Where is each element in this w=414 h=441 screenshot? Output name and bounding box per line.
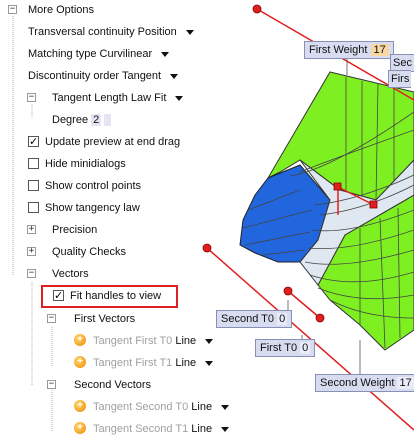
degree-field-fill[interactable] (104, 114, 112, 126)
tangent-second-t0-label: Tangent Second T0 (93, 401, 189, 413)
tree-matching-type[interactable]: Matching type Curvilinear (28, 44, 170, 64)
tangent-length-law-value[interactable]: Fit (154, 92, 167, 104)
second-vectors-label: Second Vectors (74, 379, 152, 391)
show-tangency-law-checkbox[interactable]: Show tangency law (28, 198, 140, 218)
handle-points[interactable] (202, 4, 378, 323)
degree-value[interactable]: 2 (91, 114, 102, 126)
discontinuity-order-value[interactable]: Tangent (121, 70, 162, 82)
blue-surface (239, 164, 331, 263)
fit-handles-label: Fit handles to view (70, 290, 162, 302)
green-surface-bottom (317, 194, 414, 351)
tangent-first-t0-label: Tangent First T0 (93, 335, 173, 347)
fit-handles-checkbox[interactable]: Fit handles to view (53, 286, 161, 306)
chevron-down-icon[interactable] (221, 426, 230, 432)
tangent-second-t0-value[interactable]: Line (191, 401, 213, 413)
clipped-tag-1: Sec (390, 54, 414, 72)
tree-precision[interactable]: Precision (52, 220, 97, 240)
tangent-first-t1-label: Tangent First T1 (93, 357, 173, 369)
precision-label: Precision (52, 224, 98, 236)
expander-quality-checks[interactable]: + (27, 246, 36, 256)
transversal-label: Transversal continuity (28, 26, 135, 38)
plus-circle-icon[interactable]: + (74, 356, 86, 369)
quality-checks-label: Quality Checks (52, 246, 126, 258)
surface-mesh (242, 77, 414, 349)
checkbox-icon[interactable] (28, 179, 39, 191)
tree-tangent-first-t0[interactable]: + Tangent First T0 Line (74, 331, 214, 351)
tree-tangent-second-t0[interactable]: + Tangent Second T0 Line (74, 397, 230, 417)
tree-second-vectors[interactable]: Second Vectors (74, 375, 151, 395)
chevron-down-icon[interactable] (161, 51, 170, 57)
second-t0-tag[interactable]: Second T0 0 (216, 310, 293, 328)
tangent-second-t1-label: Tangent Second T1 (93, 423, 189, 435)
expander-second-vectors[interactable]: − (47, 379, 56, 389)
tree-transversal-continuity[interactable]: Transversal continuity Position (28, 22, 194, 42)
transversal-value[interactable]: Position (137, 26, 177, 38)
tree-tangent-first-t1[interactable]: + Tangent First T1 Line (74, 353, 214, 373)
expander-tangent-length-law[interactable]: − (27, 92, 36, 102)
expander-first-vectors[interactable]: − (47, 313, 56, 323)
checkbox-checked-icon[interactable] (28, 132, 39, 152)
tree-tangent-second-t1[interactable]: + Tangent Second T1 Line (74, 419, 230, 439)
plus-circle-icon[interactable]: + (74, 422, 86, 435)
chevron-down-icon[interactable] (205, 360, 214, 366)
tangent-first-t0-value[interactable]: Line (175, 335, 197, 347)
checkbox-icon[interactable] (28, 201, 39, 213)
hide-minidialogs-label: Hide minidialogs (45, 158, 126, 170)
show-control-points-checkbox[interactable]: Show control points (28, 176, 141, 196)
tangent-first-t1-value[interactable]: Line (175, 357, 197, 369)
tree-discontinuity-order[interactable]: Discontinuity order Tangent (28, 66, 179, 86)
tree-first-vectors[interactable]: First Vectors (74, 309, 135, 329)
checkbox-icon[interactable] (28, 157, 39, 169)
matching-type-value[interactable]: Curvilinear (99, 48, 153, 60)
tree-more-options[interactable]: More Options (28, 0, 94, 20)
update-preview-label: Update preview at end drag (45, 136, 181, 148)
first-weight-label: First Weight (309, 44, 368, 56)
tree-tangent-length-law[interactable]: Tangent Length Law Fit (52, 88, 184, 108)
plus-circle-icon[interactable]: + (74, 334, 86, 347)
plus-circle-icon[interactable]: + (74, 400, 86, 413)
tree-guides (12, 16, 53, 432)
clipped-tag-2: Firs (388, 70, 412, 88)
checkbox-checked-icon[interactable] (53, 286, 64, 306)
hide-minidialogs-checkbox[interactable]: Hide minidialogs (28, 154, 126, 174)
expander-precision[interactable]: + (27, 224, 36, 234)
tree-vectors[interactable]: Vectors (52, 264, 89, 284)
tree-quality-checks[interactable]: Quality Checks (52, 242, 126, 262)
update-preview-checkbox[interactable]: Update preview at end drag (28, 132, 180, 152)
chevron-down-icon[interactable] (185, 29, 194, 35)
degree-label: Degree (52, 114, 89, 126)
first-weight-value[interactable]: 17 (370, 44, 389, 56)
tangent-second-t1-value[interactable]: Line (191, 423, 213, 435)
discontinuity-order-label: Discontinuity order (28, 70, 120, 82)
first-vectors-label: First Vectors (74, 313, 136, 325)
second-t0-label: Second T0 (221, 313, 275, 325)
matching-type-label: Matching type (28, 48, 97, 60)
first-t0-tag[interactable]: First T0 0 (255, 339, 316, 357)
show-control-points-label: Show control points (45, 180, 141, 192)
blend-surface (299, 159, 414, 286)
clipped-label-1: Sec (393, 57, 412, 69)
highlight-box (41, 285, 178, 308)
show-tangency-law-label: Show tangency law (45, 202, 140, 214)
chevron-down-icon[interactable] (175, 95, 184, 101)
first-weight-tag[interactable]: First Weight 17 (304, 41, 394, 59)
second-weight-label: Second Weight (320, 377, 395, 389)
expander-vectors[interactable]: − (27, 268, 36, 278)
first-t0-value[interactable]: 0 (300, 342, 311, 354)
clipped-label-2: Firs (391, 73, 410, 85)
second-t0-value[interactable]: 0 (277, 313, 288, 325)
second-weight-value[interactable]: 17 (397, 377, 414, 389)
tangent-length-law-label: Tangent Length Law (52, 92, 152, 104)
second-weight-tag[interactable]: Second Weight 17 (315, 374, 414, 392)
tree-degree[interactable]: Degree 2 (52, 110, 112, 130)
chevron-down-icon[interactable] (221, 404, 230, 410)
vectors-label: Vectors (52, 268, 89, 280)
chevron-down-icon[interactable] (205, 338, 214, 344)
more-options-label: More Options (28, 4, 95, 16)
expander-more-options[interactable]: − (8, 4, 17, 14)
chevron-down-icon[interactable] (170, 73, 179, 79)
first-t0-label: First T0 (260, 342, 298, 354)
